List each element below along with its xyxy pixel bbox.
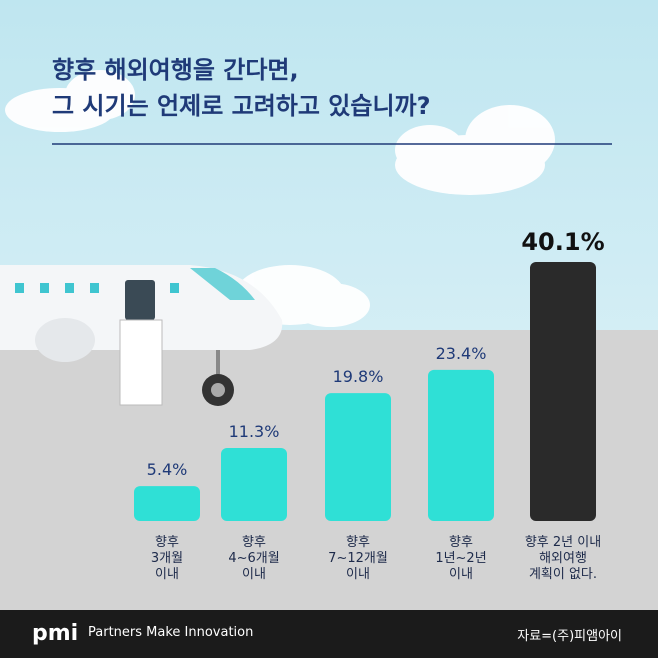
bar	[530, 262, 596, 521]
value-label: 19.8%	[332, 367, 384, 387]
value-label: 23.4%	[435, 343, 487, 363]
x-tick-label: 향후 1년~2년 이내	[435, 535, 487, 582]
value-label: 40.1%	[521, 228, 605, 256]
bar	[134, 486, 200, 521]
bar	[221, 448, 287, 521]
x-tick-label: 향후 4~6개월 이내	[228, 535, 280, 582]
value-label: 5.4%	[146, 460, 188, 480]
footer-tagline: Partners Make Innovation	[88, 625, 254, 640]
x-tick-label: 향후 2년 이내 해외여행 계획이 없다.	[524, 535, 602, 582]
source: 자료=(주)피앰아이	[517, 629, 622, 644]
bar	[428, 369, 494, 521]
bar	[325, 393, 391, 521]
logo: pmi	[32, 621, 78, 646]
chart-title: 향후 해외여행을 간다면, 그 시기는 언제로 고려하고 있습니까?	[52, 56, 431, 120]
x-tick-label: 향후 3개월 이내	[150, 535, 184, 582]
value-label: 11.3%	[228, 422, 280, 441]
x-tick-label: 향후 7~12개월 이내	[328, 535, 388, 582]
